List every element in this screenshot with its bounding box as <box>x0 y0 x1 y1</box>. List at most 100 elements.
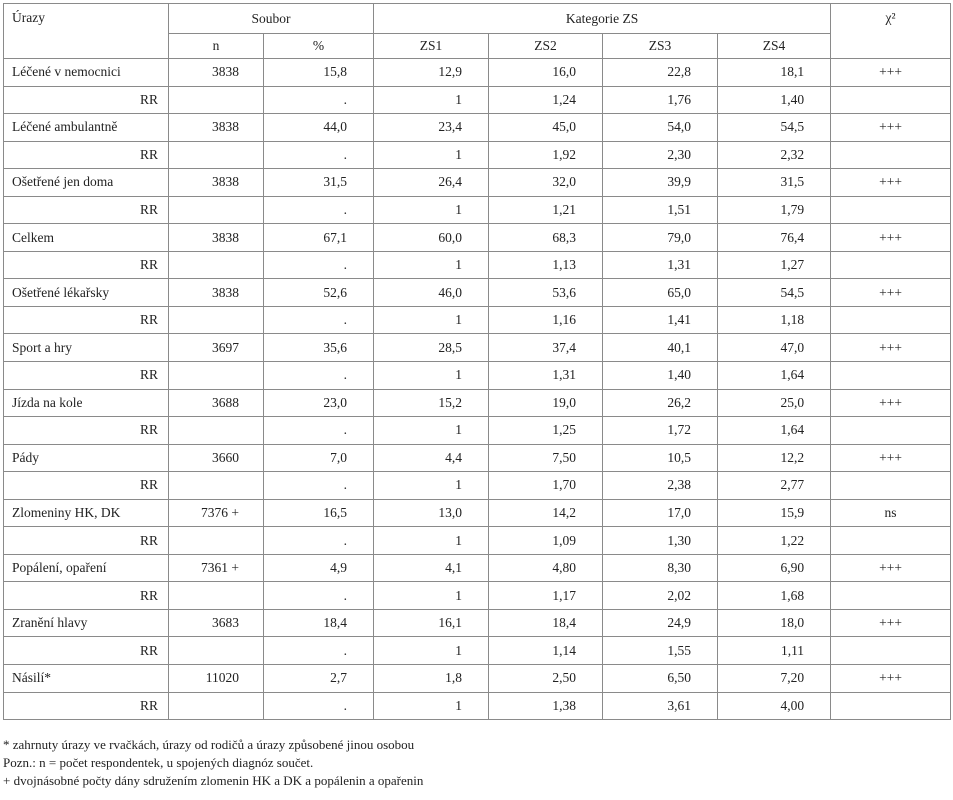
footnote: + dvojnásobné počty dány sdružením zlome… <box>3 773 424 788</box>
header-cell: χ² <box>830 3 952 59</box>
cell <box>168 361 264 390</box>
row-label: RR <box>3 691 169 721</box>
cell <box>830 195 952 225</box>
header-cell: ZS3 <box>602 33 719 59</box>
cell: +++ <box>830 664 952 693</box>
table-row: Léčené v nemocnici 3838 15,8 12,9 16,0 22,8 18… <box>3 58 952 87</box>
row-label: RR <box>3 636 169 666</box>
cell: 40,1 <box>602 333 719 363</box>
cell: 6,50 <box>602 664 719 693</box>
cell: 76,4 <box>717 223 832 252</box>
cell: 1 <box>373 140 490 170</box>
cell: 1,09 <box>488 526 604 555</box>
cell: 2,7 <box>262 664 375 693</box>
cell: 4,00 <box>717 691 832 721</box>
cell: 3838 <box>168 223 264 252</box>
cell: 1,11 <box>717 636 832 666</box>
cell: 24,9 <box>602 608 719 638</box>
cell: 18,1 <box>717 58 832 87</box>
table-row: Popálení, opaření 7361 +4,9 4,1 4,80 8,30 6,9… <box>3 553 952 583</box>
table-row: RR. 1 1,25 1,72 1,64 <box>3 416 952 445</box>
cell: 1,21 <box>488 195 604 225</box>
cell: 1 <box>373 691 490 721</box>
cell: 3688 <box>168 388 264 418</box>
cell: 1,64 <box>717 361 832 390</box>
cell: 45,0 <box>488 113 604 142</box>
cell <box>830 581 952 610</box>
cell: 1,72 <box>602 416 719 445</box>
table-row: Pády 3660 7,0 4,4 7,50 10,5 12,2 +++ <box>3 443 952 473</box>
cell: . <box>262 691 375 721</box>
cell <box>168 85 264 115</box>
cell: 15,2 <box>373 388 490 418</box>
cell: 3697 <box>168 333 264 363</box>
cell: ns <box>830 498 952 528</box>
cell: 26,2 <box>602 388 719 418</box>
header-cell: % <box>262 33 375 59</box>
cell: 1,18 <box>717 305 832 335</box>
cell: 15,9 <box>717 498 832 528</box>
table-row: RR. 1 1,14 1,55 1,11 <box>3 636 952 666</box>
table-row: RR. 1 1,92 2,30 2,32 <box>3 140 952 170</box>
cell: 1,14 <box>488 636 604 666</box>
cell: 31,5 <box>262 168 375 197</box>
footnotes: * zahrnuty úrazy ve rvačkách, úrazy od r… <box>3 736 423 790</box>
cell: 1 <box>373 305 490 335</box>
cell <box>830 250 952 280</box>
cell: 7376 + <box>168 498 264 528</box>
cell: 39,9 <box>602 168 719 197</box>
cell: 14,2 <box>488 498 604 528</box>
cell: . <box>262 250 375 280</box>
table-row: RR. 1 1,70 2,38 2,77 <box>3 471 952 500</box>
row-label: RR <box>3 581 169 610</box>
cell: 1 <box>373 361 490 390</box>
cell: 44,0 <box>262 113 375 142</box>
header-cell: ZS2 <box>488 33 604 59</box>
cell: 1,16 <box>488 305 604 335</box>
table-row: RR. 1 1,21 1,51 1,79 <box>3 195 952 225</box>
cell: 4,4 <box>373 443 490 473</box>
cell: 35,6 <box>262 333 375 363</box>
cell: . <box>262 636 375 666</box>
table-row: Zlomeniny HK, DK 7376 +16,5 13,0 14,2 17,0 15… <box>3 498 952 528</box>
footnote: Pozn.: n = počet respondentek, u spojený… <box>3 755 314 770</box>
row-label: Pády <box>3 443 169 473</box>
cell: 13,0 <box>373 498 490 528</box>
footnote: * zahrnuty úrazy ve rvačkách, úrazy od r… <box>3 737 415 752</box>
cell: 3,61 <box>602 691 719 721</box>
table-row: Zranění hlavy 3683 18,4 16,1 18,4 24,9 18,0 +++ <box>3 608 952 638</box>
cell: 54,5 <box>717 113 832 142</box>
cell: 3838 <box>168 168 264 197</box>
table-wrap: Úrazy Soubor Kategorie ZS χ² n% ZS1 ZS2 ZS3… <box>3 3 952 721</box>
cell: 3660 <box>168 443 264 473</box>
cell: 1,92 <box>488 140 604 170</box>
cell: 7,20 <box>717 664 832 693</box>
data-table: Úrazy Soubor Kategorie ZS χ² n% ZS1 ZS2 ZS3… <box>3 3 952 721</box>
cell: +++ <box>830 278 952 307</box>
cell <box>830 526 952 555</box>
cell <box>830 471 952 500</box>
cell: 68,3 <box>488 223 604 252</box>
cell <box>168 636 264 666</box>
cell <box>168 305 264 335</box>
table-body: Léčené v nemocnici 3838 15,8 12,9 16,0 22,8 18… <box>3 58 952 721</box>
table-row: RR. 1 1,17 2,02 1,68 <box>3 581 952 610</box>
cell: 3838 <box>168 113 264 142</box>
cell: 12,9 <box>373 58 490 87</box>
row-label: Zranění hlavy <box>3 608 169 638</box>
cell: 16,1 <box>373 608 490 638</box>
row-label: RR <box>3 416 169 445</box>
cell: 1 <box>373 526 490 555</box>
cell: 17,0 <box>602 498 719 528</box>
cell: 25,0 <box>717 388 832 418</box>
cell: 23,0 <box>262 388 375 418</box>
cell: 19,0 <box>488 388 604 418</box>
row-label: Léčené ambulantně <box>3 113 169 142</box>
cell: . <box>262 361 375 390</box>
cell: 22,8 <box>602 58 719 87</box>
cell: 16,0 <box>488 58 604 87</box>
cell: . <box>262 471 375 500</box>
table-row: RR. 1 1,24 1,76 1,40 <box>3 85 952 115</box>
table-row: Násilí* 11020 2,7 1,8 2,50 6,50 7,20 +++ <box>3 664 952 693</box>
cell: 6,90 <box>717 553 832 583</box>
